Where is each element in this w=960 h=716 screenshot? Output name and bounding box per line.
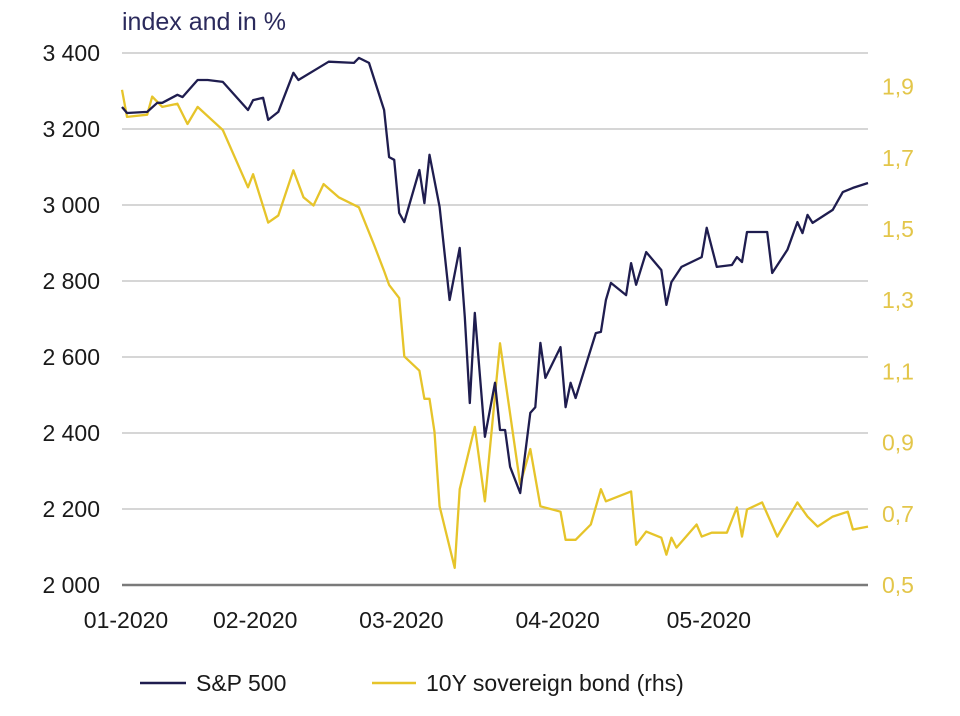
legend: S&P 500 10Y sovereign bond (rhs) — [140, 670, 684, 696]
left-tick-label: 2 600 — [42, 344, 100, 370]
x-tick-label: 01-2020 — [84, 607, 168, 633]
x-axis: 01-2020 02-2020 03-2020 04-2020 05-2020 — [84, 607, 751, 633]
right-tick-label: 1,3 — [882, 287, 914, 313]
left-tick-label: 3 400 — [42, 40, 100, 66]
left-axis: 2 000 2 200 2 400 2 600 2 800 3 000 3 200 3 400 — [42, 40, 100, 598]
left-tick-label: 2 400 — [42, 420, 100, 446]
gridlines — [122, 52, 868, 587]
left-tick-label: 2 200 — [42, 496, 100, 522]
right-tick-label: 0,9 — [882, 430, 914, 456]
right-tick-label: 1,1 — [882, 358, 914, 384]
left-tick-label: 3 200 — [42, 116, 100, 142]
left-tick-label: 3 000 — [42, 192, 100, 218]
x-tick-label: 03-2020 — [359, 607, 443, 633]
bond-yield-line — [120, 89, 869, 570]
x-tick-label: 04-2020 — [515, 607, 599, 633]
right-tick-label: 0,7 — [882, 501, 914, 527]
left-tick-label: 2 000 — [42, 572, 100, 598]
right-tick-label: 1,9 — [882, 74, 914, 100]
right-tick-label: 1,7 — [882, 145, 914, 171]
series-lines — [120, 56, 869, 570]
chart-title: index and in % — [122, 8, 286, 36]
x-tick-label: 02-2020 — [213, 607, 297, 633]
right-tick-label: 1,5 — [882, 216, 914, 242]
sp500-line — [121, 56, 869, 495]
x-tick-label: 05-2020 — [667, 607, 751, 633]
left-tick-label: 2 800 — [42, 268, 100, 294]
right-axis: 0,5 0,7 0,9 1,1 1,3 1,5 1,7 1,9 — [882, 74, 914, 598]
legend-label-bond: 10Y sovereign bond (rhs) — [426, 670, 684, 696]
legend-label-sp500: S&P 500 — [196, 670, 286, 696]
right-tick-label: 0,5 — [882, 572, 914, 598]
